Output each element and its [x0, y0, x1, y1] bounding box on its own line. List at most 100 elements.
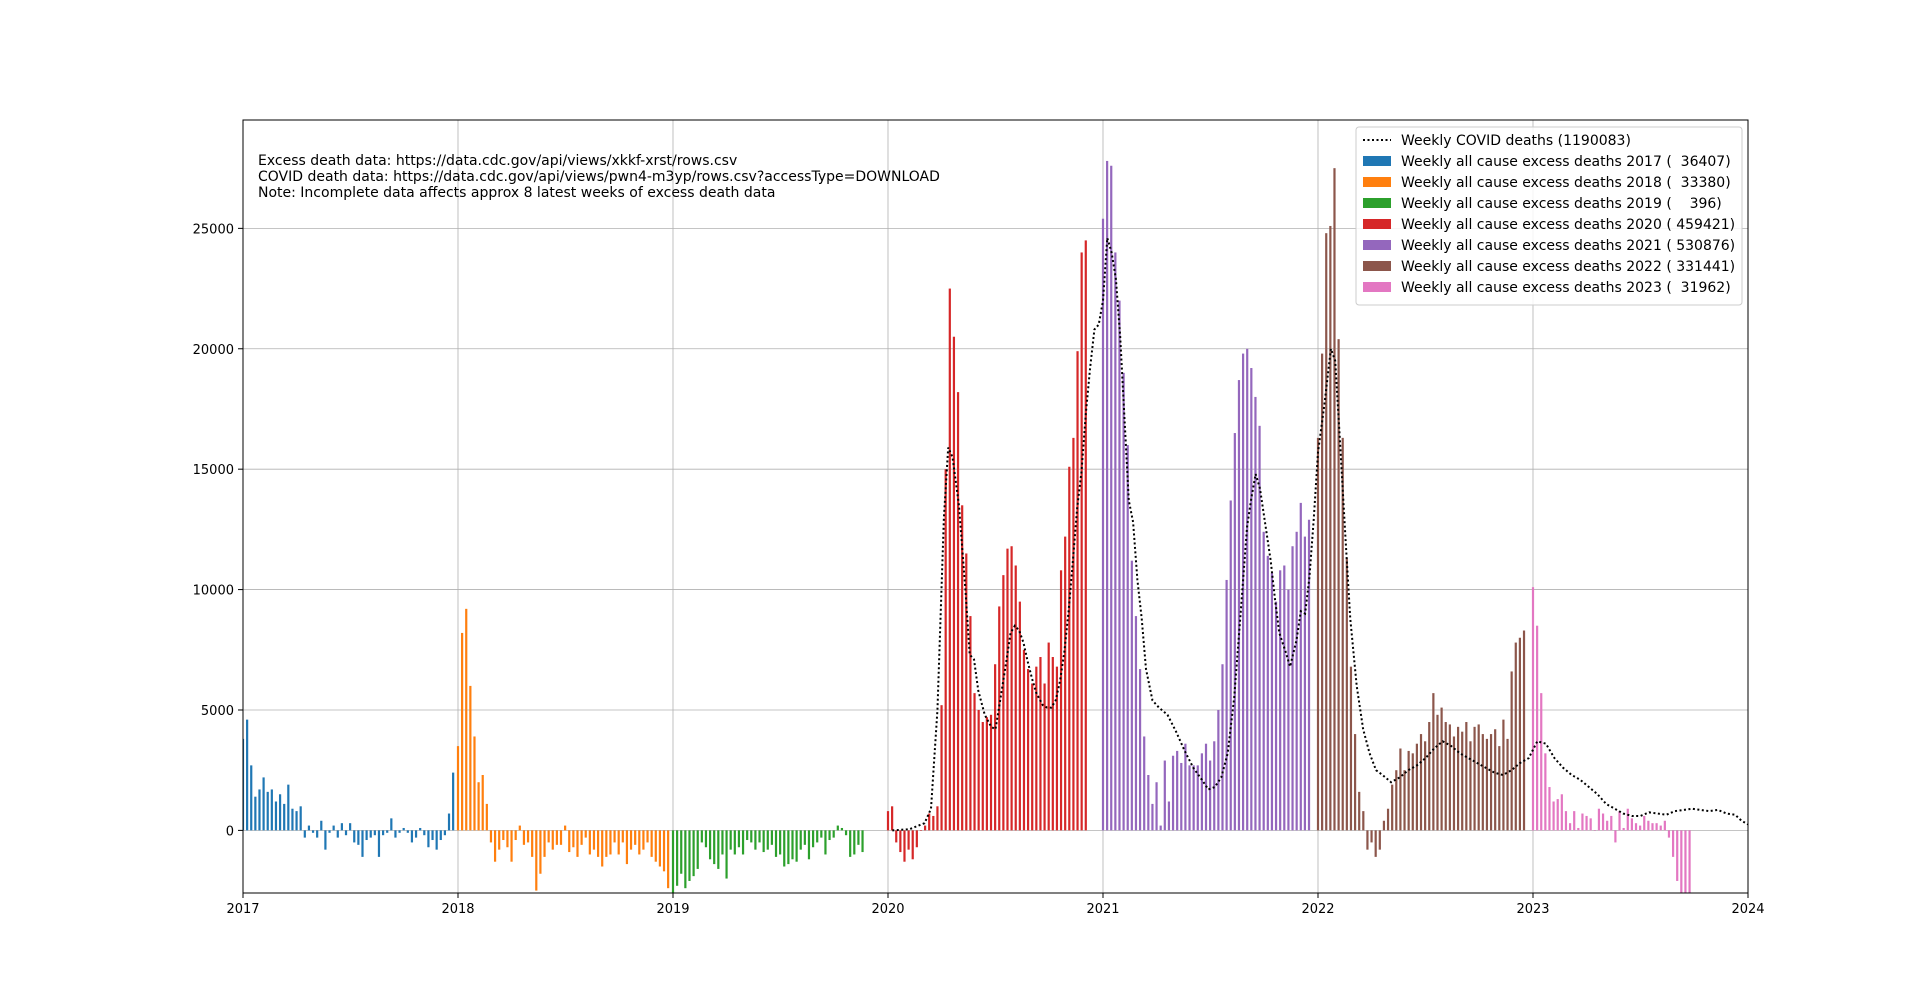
- bar-2020-week-11: [928, 813, 931, 831]
- bar-2022-week-6: [1337, 339, 1340, 831]
- bar-2021-week-24: [1196, 765, 1199, 831]
- bar-2019-week-15: [729, 830, 732, 850]
- bar-2022-week-28: [1428, 722, 1431, 831]
- bar-2019-week-20: [750, 830, 753, 843]
- bar-2019-week-45: [853, 830, 856, 855]
- bar-2021-week-14: [1155, 782, 1158, 831]
- bar-2018-week-2: [461, 632, 464, 831]
- bar-2022-week-12: [1362, 811, 1365, 831]
- bar-2020-week-48: [1080, 252, 1083, 831]
- bar-2020-week-49: [1084, 240, 1087, 831]
- bar-2023-week-30: [1651, 823, 1654, 831]
- bar-2019-week-46: [857, 830, 860, 845]
- bar-2018-week-43: [629, 830, 633, 850]
- bar-2023-week-22: [1618, 811, 1621, 831]
- bar-2018-week-35: [596, 830, 600, 857]
- bar-2021-week-12: [1147, 775, 1150, 831]
- bar-2020-week-47: [1076, 351, 1079, 831]
- bar-2021-week-6: [1122, 372, 1125, 831]
- bar-2018-week-7: [481, 775, 484, 831]
- bar-2021-week-36: [1246, 348, 1249, 831]
- bar-2020-week-43: [1059, 570, 1063, 831]
- bar-2020-week-45: [1068, 466, 1071, 831]
- bar-2022-week-46: [1502, 719, 1505, 831]
- y-tick-label: 5000: [201, 704, 234, 719]
- bar-2023-week-17: [1597, 808, 1601, 831]
- legend-label: Weekly all cause excess deaths 2020 ( 45…: [1401, 217, 1735, 233]
- bar-2021-week-47: [1291, 546, 1294, 831]
- bar-2022-week-25: [1415, 743, 1418, 831]
- bar-2018-week-42: [625, 830, 629, 865]
- bar-2017-week-9: [274, 801, 278, 831]
- bar-2018-week-45: [638, 830, 641, 855]
- bar-2021-week-19: [1176, 750, 1179, 831]
- bar-2019-week-12: [717, 830, 720, 869]
- bar-2023-week-32: [1659, 825, 1662, 831]
- bar-2023-week-8: [1560, 794, 1563, 831]
- bar-2023-week-20: [1610, 815, 1613, 831]
- legend-color-swatch: [1363, 240, 1391, 250]
- bar-2017-week-43: [414, 830, 418, 838]
- bar-2019-week-17: [737, 830, 741, 848]
- legend-color-swatch: [1363, 282, 1391, 292]
- bar-2018-week-41: [621, 830, 624, 843]
- bar-2018-week-15: [514, 830, 517, 841]
- bar-2017-week-21: [324, 830, 327, 850]
- bar-2021-week-44: [1279, 570, 1282, 831]
- bar-2023-week-14: [1585, 815, 1588, 831]
- bar-2020-week-9: [919, 830, 923, 831]
- bar-2023-week-11: [1573, 811, 1576, 831]
- bar-2022-week-16: [1378, 830, 1381, 850]
- bar-2022-week-34: [1452, 736, 1456, 831]
- bar-2022-week-17: [1382, 820, 1386, 831]
- bar-2021-week-18: [1171, 755, 1175, 831]
- legend-label: Weekly all cause excess deaths 2017 ( 36…: [1401, 154, 1731, 170]
- bar-2017-week-50: [443, 830, 446, 836]
- bar-2019-week-14: [725, 830, 728, 879]
- bar-2019-week-44: [849, 830, 852, 857]
- bar-2019-week-28: [783, 830, 786, 867]
- bar-2020-week-21: [969, 616, 972, 831]
- bar-2019-week-37: [820, 830, 823, 838]
- bar-2019-week-21: [754, 830, 757, 850]
- bar-2019-week-23: [762, 830, 765, 853]
- bar-2022-week-24: [1411, 753, 1414, 831]
- bar-2023-week-31: [1655, 823, 1658, 831]
- bar-2022-week-40: [1477, 724, 1480, 831]
- bar-2022-week-26: [1419, 734, 1423, 831]
- x-tick-label: 2022: [1301, 902, 1334, 917]
- bar-2021-week-34: [1237, 380, 1241, 831]
- y-tick-label: 10000: [193, 584, 234, 599]
- bar-2022-week-42: [1485, 738, 1489, 831]
- bar-2021-week-32: [1229, 500, 1232, 831]
- bar-2021-week-37: [1250, 368, 1253, 831]
- bar-2021-week-39: [1258, 425, 1261, 831]
- bar-2021-week-45: [1283, 565, 1286, 831]
- bar-2022-week-18: [1386, 808, 1390, 831]
- bar-2022-week-1: [1316, 437, 1320, 831]
- bar-2021-week-5: [1118, 300, 1121, 831]
- bar-2020-week-19: [961, 505, 964, 831]
- bar-2020-week-3: [895, 830, 898, 843]
- bar-2019-week-27: [779, 830, 782, 855]
- bar-2018-week-6: [477, 782, 480, 831]
- bar-2020-week-30: [1006, 548, 1009, 831]
- bar-2018-week-29: [572, 830, 575, 848]
- bar-2022-week-37: [1465, 722, 1468, 831]
- bar-2021-week-50: [1303, 536, 1306, 831]
- bar-2020-week-24: [981, 722, 984, 831]
- bar-2023-week-29: [1647, 820, 1650, 831]
- bar-2020-week-13: [936, 806, 939, 831]
- bar-2023-week-4: [1544, 753, 1547, 831]
- bar-2017-week-32: [369, 830, 372, 838]
- bar-2021-week-51: [1307, 519, 1311, 831]
- bar-2019-week-31: [795, 830, 798, 862]
- bar-2018-week-32: [584, 830, 587, 838]
- bar-2017-week-41: [406, 830, 409, 833]
- bar-2017-week-18: [311, 830, 315, 833]
- bar-2017-week-47: [431, 830, 434, 841]
- x-tick-label: 2024: [1731, 902, 1764, 917]
- bar-2020-week-42: [1055, 666, 1059, 831]
- bar-2019-week-8: [700, 830, 703, 843]
- legend: Weekly COVID deaths (1190083) Weekly all …: [1355, 126, 1743, 306]
